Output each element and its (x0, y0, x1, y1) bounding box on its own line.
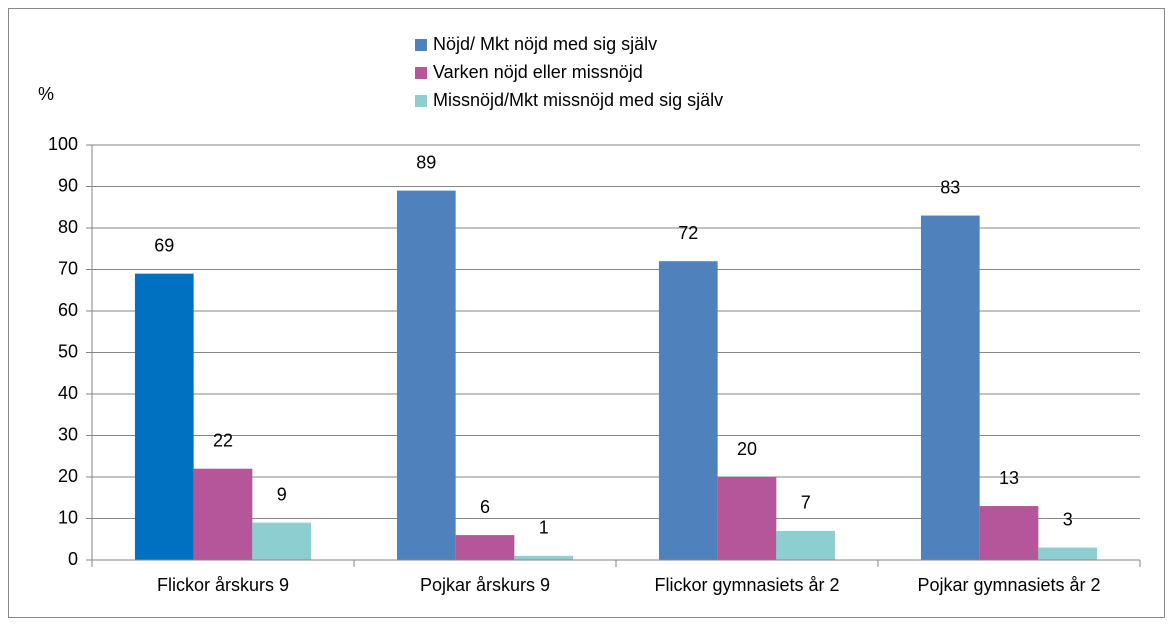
legend-swatch (415, 39, 427, 51)
legend-swatch (415, 67, 427, 79)
x-tick-label: Flickor gymnasiets år 2 (654, 575, 839, 595)
data-label: 7 (801, 493, 811, 513)
y-tick-label: 80 (58, 217, 78, 237)
bar (1038, 547, 1098, 560)
x-tick-label: Pojkar gymnasiets år 2 (917, 575, 1100, 595)
bar (979, 506, 1039, 560)
data-label: 83 (940, 177, 960, 197)
data-label: 22 (213, 430, 233, 450)
y-tick-label: 90 (58, 175, 78, 195)
data-label: 20 (737, 439, 757, 459)
y-tick-label: 20 (58, 466, 78, 486)
bar (658, 261, 718, 560)
bar (193, 468, 253, 560)
y-tick-label: 10 (58, 507, 78, 527)
data-label: 89 (416, 152, 436, 172)
y-tick-label: 0 (68, 549, 78, 569)
legend-label: Missnöjd/Mkt missnöjd med sig själv (433, 90, 723, 110)
bar (920, 215, 980, 561)
y-tick-label: 60 (58, 300, 78, 320)
data-label: 3 (1063, 509, 1073, 529)
y-tick-label: 70 (58, 258, 78, 278)
bar (455, 535, 515, 560)
bar (134, 273, 194, 560)
data-label: 69 (154, 235, 174, 255)
y-tick-label: 50 (58, 341, 78, 361)
y-tick-label: 100 (48, 134, 78, 154)
x-tick-label: Pojkar årskurs 9 (420, 575, 550, 595)
y-tick-label: 30 (58, 424, 78, 444)
data-label: 6 (480, 497, 490, 517)
bar (514, 555, 574, 560)
y-axis-label: % (38, 84, 54, 104)
legend-label: Nöjd/ Mkt nöjd med sig själv (433, 34, 657, 54)
data-label: 72 (678, 223, 698, 243)
x-tick-label: Flickor årskurs 9 (157, 575, 289, 595)
y-tick-label: 40 (58, 383, 78, 403)
bar (717, 477, 777, 560)
data-label: 9 (277, 484, 287, 504)
data-label: 13 (999, 468, 1019, 488)
legend-swatch (415, 95, 427, 107)
data-label: 1 (539, 518, 549, 538)
bar (776, 530, 836, 560)
bar (252, 522, 312, 560)
legend-label: Varken nöjd eller missnöjd (433, 62, 643, 82)
bar (396, 190, 456, 560)
